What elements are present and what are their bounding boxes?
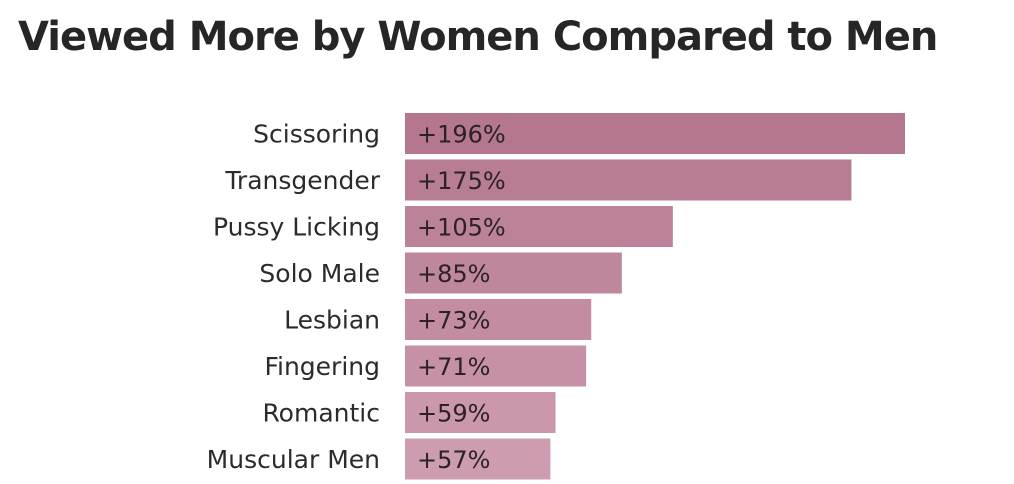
category-label: Scissoring [253,120,380,149]
value-label: +105% [417,214,506,242]
bar-scissoring [405,113,905,154]
value-label: +71% [417,353,490,381]
value-label: +73% [417,307,490,335]
value-label: +59% [417,400,490,428]
bar-transgender [405,159,852,201]
bar-solo-male [405,252,622,294]
bar-lesbian [405,299,592,340]
value-label: +85% [417,260,490,288]
value-label: +175% [417,167,506,195]
bar-fingering [405,345,587,387]
chart-title: Viewed More by Women Compared to Men [18,14,938,60]
category-label: Pussy Licking [213,213,380,242]
bar-muscular-men [405,438,551,480]
category-label: Lesbian [284,306,380,335]
bar-pussy-licking [405,206,673,247]
bar-romantic [405,392,556,433]
value-label: +57% [417,446,490,474]
value-label: +196% [417,121,506,149]
category-label: Muscular Men [207,445,380,474]
category-label: Romantic [262,399,380,428]
category-label: Transgender [224,166,380,195]
category-label: Solo Male [259,259,380,288]
category-label: Fingering [264,352,380,381]
